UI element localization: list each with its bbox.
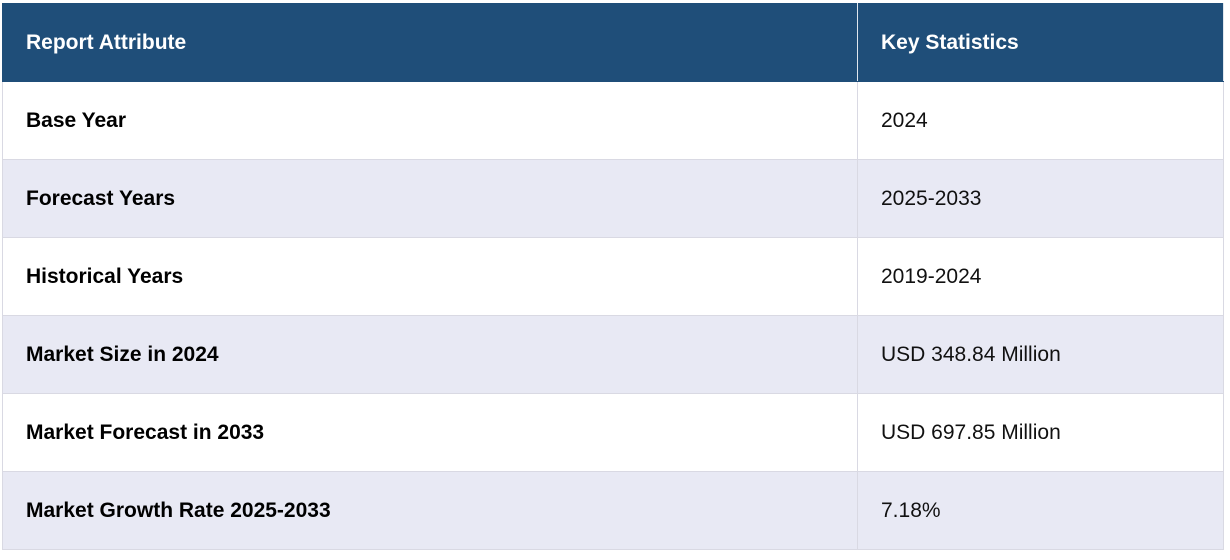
attribute-cell: Historical Years <box>2 237 858 316</box>
value-cell: 2024 <box>857 81 1224 160</box>
table-row: Forecast Years 2025-2033 <box>2 159 1224 238</box>
table-body: Base Year 2024 Forecast Years 2025-2033 Hist… <box>2 81 1224 550</box>
header-cell: Key Statistics <box>857 3 1224 82</box>
table-header: Report Attribute Key Statistics <box>2 3 1224 82</box>
value-cell: USD 348.84 Million <box>857 315 1224 394</box>
stats-table: Report Attribute Key Statistics Base Yea… <box>2 3 1224 550</box>
value-cell: USD 697.85 Million <box>857 393 1224 472</box>
table-row: Market Forecast in 2033 USD 697.85 Millio… <box>2 393 1224 472</box>
header-row: Report Attribute Key Statistics <box>2 3 1224 82</box>
table-row: Base Year 2024 <box>2 81 1224 160</box>
table-row: Market Size in 2024 USD 348.84 Million <box>2 315 1224 394</box>
value-cell: 7.18% <box>857 471 1224 550</box>
attribute-cell: Forecast Years <box>2 159 858 238</box>
header-cell: Report Attribute <box>2 3 858 82</box>
attribute-cell: Market Forecast in 2033 <box>2 393 858 472</box>
attribute-cell: Base Year <box>2 81 858 160</box>
table-row: Historical Years 2019-2024 <box>2 237 1224 316</box>
value-cell: 2025-2033 <box>857 159 1224 238</box>
value-cell: 2019-2024 <box>857 237 1224 316</box>
attribute-cell: Market Size in 2024 <box>2 315 858 394</box>
attribute-cell: Market Growth Rate 2025-2033 <box>2 471 858 550</box>
table-row: Market Growth Rate 2025-2033 7.18% <box>2 471 1224 550</box>
